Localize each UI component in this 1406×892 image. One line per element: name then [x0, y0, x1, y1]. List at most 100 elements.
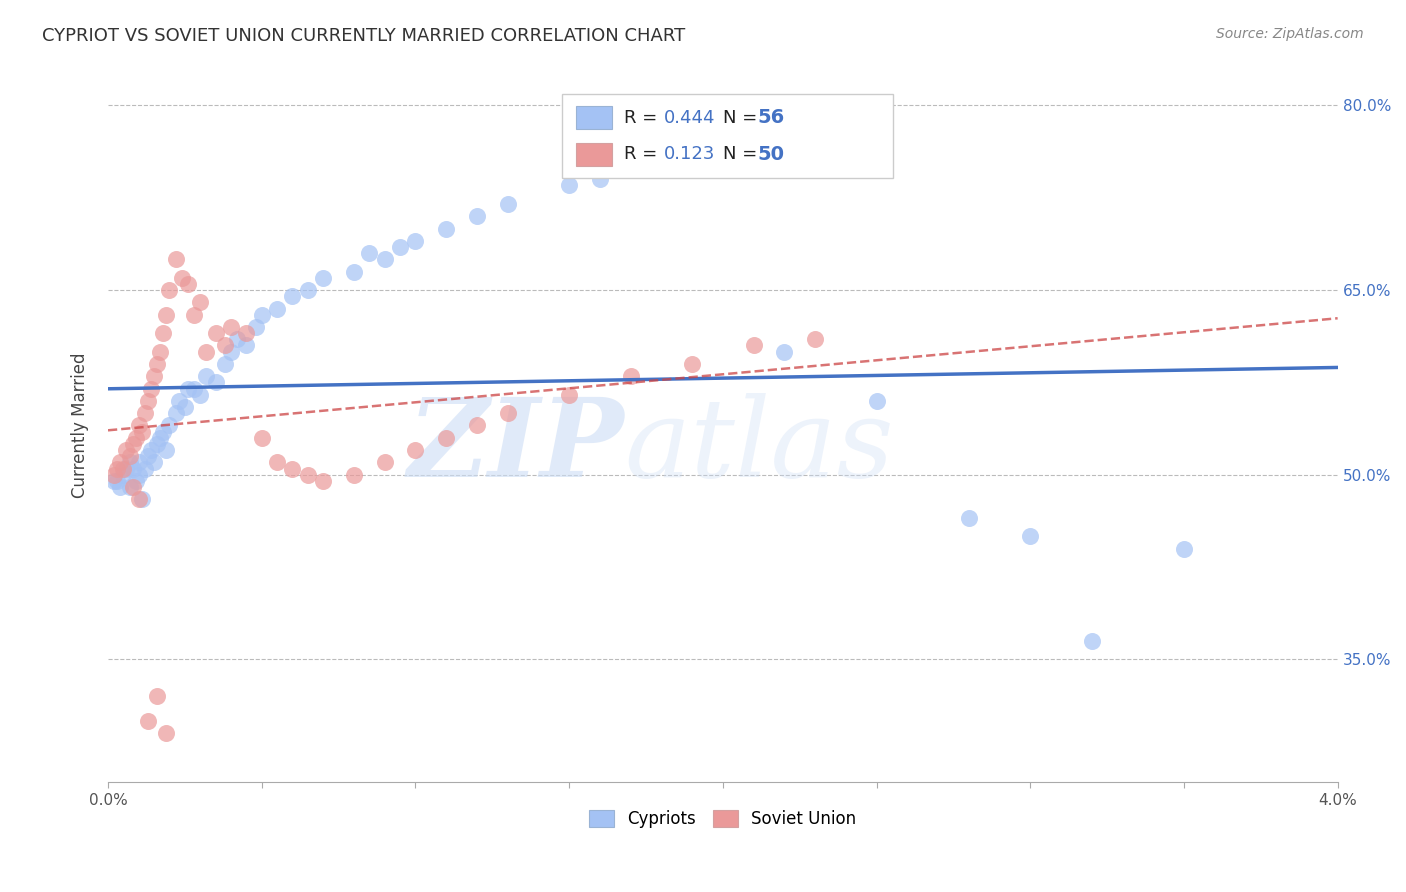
Point [619, 369, 641, 384]
Point [136, 449, 159, 463]
Point [128, 467, 150, 482]
Point [250, 308, 273, 322]
Point [118, 480, 141, 494]
Point [219, 320, 242, 334]
Point [155, 443, 177, 458]
Point [139, 382, 162, 396]
Point [374, 252, 396, 267]
Point [434, 431, 457, 445]
Point [124, 431, 146, 445]
Point [281, 461, 304, 475]
Point [143, 455, 166, 469]
Point [121, 480, 143, 494]
Point [110, 455, 132, 469]
Point [143, 369, 166, 384]
Point [134, 461, 156, 475]
Point [165, 406, 187, 420]
Point [804, 332, 827, 346]
Point [152, 326, 174, 340]
Point [589, 172, 612, 186]
Point [121, 437, 143, 451]
Point [128, 492, 150, 507]
Point [139, 443, 162, 458]
Text: R =: R = [624, 145, 669, 163]
Point [558, 178, 581, 193]
Point [149, 431, 172, 445]
Point [359, 246, 381, 260]
Point [404, 443, 426, 458]
Point [214, 338, 236, 352]
Point [650, 153, 672, 168]
Point [165, 252, 187, 267]
Point [343, 467, 366, 482]
Point [146, 689, 169, 703]
Point [465, 209, 488, 223]
Point [124, 474, 146, 488]
Text: 0.444: 0.444 [664, 109, 716, 127]
Point [374, 455, 396, 469]
Point [159, 283, 181, 297]
Point [170, 270, 193, 285]
Point [204, 376, 226, 390]
Text: N =: N = [723, 145, 762, 163]
Point [134, 406, 156, 420]
Point [131, 492, 153, 507]
Point [136, 714, 159, 728]
Text: 0.123: 0.123 [664, 145, 716, 163]
Point [136, 393, 159, 408]
Point [957, 510, 980, 524]
Point [105, 461, 128, 475]
Point [297, 467, 319, 482]
Point [312, 474, 335, 488]
Point [281, 289, 304, 303]
Point [558, 387, 581, 401]
Text: 56: 56 [758, 108, 785, 128]
Point [312, 270, 335, 285]
Point [434, 221, 457, 235]
Point [250, 431, 273, 445]
Point [1080, 633, 1102, 648]
Point [167, 393, 190, 408]
Point [343, 264, 366, 278]
Point [195, 369, 218, 384]
Point [128, 418, 150, 433]
Point [496, 406, 519, 420]
Text: atlas: atlas [624, 393, 894, 500]
Point [103, 474, 125, 488]
Point [266, 301, 288, 316]
Point [204, 326, 226, 340]
Point [496, 197, 519, 211]
Legend: Cypriots, Soviet Union: Cypriots, Soviet Union [582, 803, 863, 835]
Point [103, 467, 125, 482]
Point [177, 277, 200, 291]
Point [404, 234, 426, 248]
Point [865, 393, 887, 408]
Point [235, 338, 257, 352]
Point [112, 467, 135, 482]
Point [195, 344, 218, 359]
Point [128, 455, 150, 469]
Text: N =: N = [723, 109, 762, 127]
Point [188, 387, 211, 401]
Point [118, 449, 141, 463]
Point [742, 338, 765, 352]
Point [105, 474, 128, 488]
Point [121, 461, 143, 475]
Point [465, 418, 488, 433]
Point [297, 283, 319, 297]
Text: R =: R = [624, 109, 664, 127]
Text: Source: ZipAtlas.com: Source: ZipAtlas.com [1216, 27, 1364, 41]
Point [219, 344, 242, 359]
Point [115, 443, 138, 458]
Point [118, 455, 141, 469]
Point [146, 437, 169, 451]
Point [155, 726, 177, 740]
Point [131, 425, 153, 439]
Point [173, 400, 195, 414]
Point [146, 357, 169, 371]
Point [235, 326, 257, 340]
Point [110, 480, 132, 494]
Point [177, 382, 200, 396]
Point [183, 308, 205, 322]
Point [214, 357, 236, 371]
